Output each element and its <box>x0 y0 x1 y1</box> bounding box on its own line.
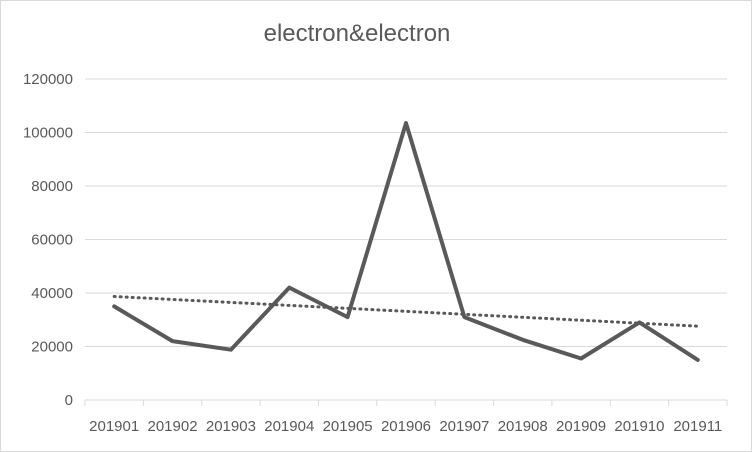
x-tick-label: 201906 <box>381 418 431 435</box>
x-tick-label: 201910 <box>614 418 664 435</box>
x-tick-label: 201907 <box>439 418 489 435</box>
x-tick-label: 201911 <box>673 418 722 435</box>
x-tick-label: 201905 <box>323 418 373 435</box>
chart-title: electron&electron <box>263 20 451 47</box>
y-tick-label: 80000 <box>31 178 73 195</box>
x-tick-label: 201903 <box>206 418 256 435</box>
x-tick-label: 201904 <box>264 418 314 435</box>
series-layer <box>112 121 700 362</box>
y-tick-label: 0 <box>65 392 73 409</box>
gridlines <box>85 78 727 347</box>
y-tick-label: 60000 <box>31 232 73 249</box>
series-line <box>112 121 700 362</box>
x-tick-label: 201908 <box>498 418 548 435</box>
y-tick-label: 100000 <box>23 125 73 142</box>
x-tick-label: 201902 <box>148 418 198 435</box>
y-tick-label: 120000 <box>23 71 73 88</box>
trendline <box>112 294 700 328</box>
y-axis-tick-labels: 0 20000 40000 60000 80000 100000 120000 <box>23 71 73 409</box>
y-tick-label: 20000 <box>31 339 73 356</box>
x-axis-tick-labels: 201901 201902 201903 201904 201905 201906 2019… <box>89 418 722 435</box>
x-tick-label: 201909 <box>556 418 606 435</box>
trendline-layer <box>112 294 700 328</box>
x-tick-label: 201901 <box>89 418 139 435</box>
x-axis <box>84 399 728 406</box>
y-tick-label: 40000 <box>31 285 73 302</box>
